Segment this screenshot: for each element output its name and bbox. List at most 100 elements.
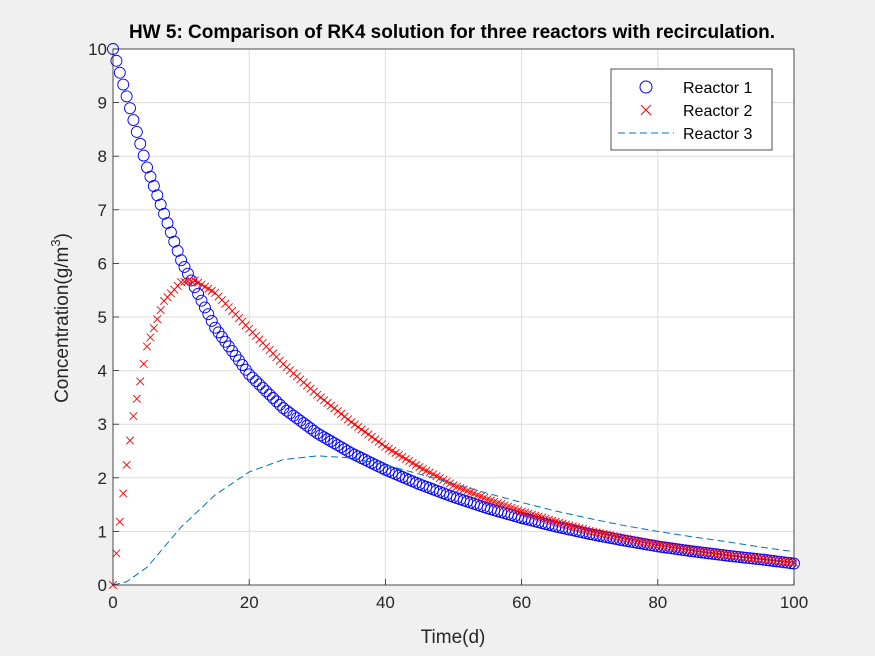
- data-point: [578, 524, 588, 534]
- data-point: [178, 260, 191, 273]
- data-point: [323, 398, 332, 408]
- data-point: [551, 517, 560, 526]
- data-point: [343, 415, 353, 424]
- data-point: [602, 530, 611, 539]
- data-point: [256, 381, 269, 394]
- data-point: [122, 460, 131, 470]
- data-point: [721, 550, 731, 560]
- data-point: [568, 522, 577, 531]
- data-point: [650, 540, 659, 549]
- data-point: [267, 392, 279, 404]
- data-point: [350, 420, 359, 429]
- data-point: [755, 554, 765, 563]
- data-point: [629, 536, 639, 545]
- data-point: [694, 547, 703, 556]
- x-tick-label: 20: [240, 593, 259, 612]
- data-point: [759, 554, 768, 564]
- data-point: [728, 551, 737, 560]
- data-point: [112, 549, 121, 558]
- data-point: [714, 549, 724, 559]
- data-point: [132, 394, 141, 403]
- data-point: [575, 524, 584, 533]
- data-point: [328, 437, 341, 450]
- data-point: [129, 412, 138, 421]
- data-point: [357, 425, 366, 434]
- data-point: [633, 536, 642, 546]
- data-point: [117, 78, 130, 91]
- legend-marker-reactor-2: [640, 104, 652, 116]
- chart-title: HW 5: Comparison of RK4 solution for thr…: [129, 22, 775, 43]
- data-point: [718, 550, 727, 559]
- y-axis-label: Concentration(g/m3): [48, 233, 73, 403]
- data-point: [142, 342, 152, 351]
- series-layer: [107, 43, 800, 590]
- data-point: [735, 552, 744, 561]
- data-point: [711, 549, 720, 558]
- data-point: [609, 531, 618, 541]
- x-tick-label: 40: [376, 593, 395, 612]
- legend-label-reactor-1: Reactor 1: [683, 80, 752, 97]
- x-axis-label: Time(d): [421, 627, 486, 648]
- data-point: [195, 294, 208, 307]
- data-point: [316, 393, 325, 402]
- data-point: [697, 547, 707, 556]
- data-point: [663, 542, 673, 551]
- data-point: [319, 396, 329, 405]
- data-point: [704, 548, 713, 557]
- data-point: [667, 542, 676, 552]
- y-tick-label: 6: [98, 254, 107, 273]
- data-point: [558, 519, 567, 528]
- data-point: [260, 385, 273, 398]
- x-tick-label: 80: [648, 593, 667, 612]
- y-tick-label: 0: [98, 576, 107, 595]
- data-point: [377, 440, 387, 449]
- data-point: [749, 553, 758, 563]
- data-point: [588, 527, 598, 536]
- data-point: [725, 551, 734, 560]
- data-point: [110, 54, 123, 67]
- data-point: [156, 305, 165, 315]
- series-reactor-2: [108, 276, 799, 590]
- data-point: [537, 513, 547, 522]
- data-point: [585, 526, 594, 535]
- data-point: [181, 267, 194, 280]
- data-point: [374, 437, 383, 446]
- data-point: [187, 276, 196, 286]
- data-point: [520, 508, 530, 517]
- data-point: [691, 546, 700, 555]
- y-tick-label: 4: [98, 362, 107, 381]
- data-point: [517, 507, 526, 516]
- data-point: [125, 436, 135, 445]
- x-tick-label: 100: [780, 593, 808, 612]
- data-point: [745, 553, 754, 562]
- data-point: [318, 431, 331, 444]
- data-point: [606, 531, 615, 540]
- data-point: [670, 543, 679, 552]
- series-line: [112, 455, 795, 586]
- data-point: [766, 555, 775, 564]
- data-point: [708, 548, 717, 558]
- data-point: [246, 371, 259, 384]
- data-point: [250, 375, 262, 388]
- data-point: [324, 435, 337, 448]
- data-point: [783, 557, 792, 566]
- data-point: [571, 523, 581, 532]
- data-point: [677, 544, 686, 553]
- legend-label-reactor-3: Reactor 3: [683, 126, 752, 143]
- data-point: [653, 540, 662, 549]
- ticks: 0 20 40 60 80 100 0 1 2 3 4 5 6 7 8 9 10: [88, 40, 808, 612]
- data-point: [524, 509, 533, 518]
- data-point: [149, 324, 158, 333]
- data-point: [137, 149, 150, 162]
- data-point: [786, 557, 795, 567]
- data-point: [198, 301, 211, 314]
- data-point: [340, 412, 349, 421]
- data-point: [333, 407, 342, 416]
- x-tick-label: 60: [512, 593, 531, 612]
- y-tick-label: 8: [98, 147, 107, 166]
- data-point: [335, 441, 348, 454]
- data-point: [772, 556, 782, 565]
- data-point: [660, 541, 669, 550]
- data-point: [347, 417, 356, 427]
- data-point: [176, 278, 186, 287]
